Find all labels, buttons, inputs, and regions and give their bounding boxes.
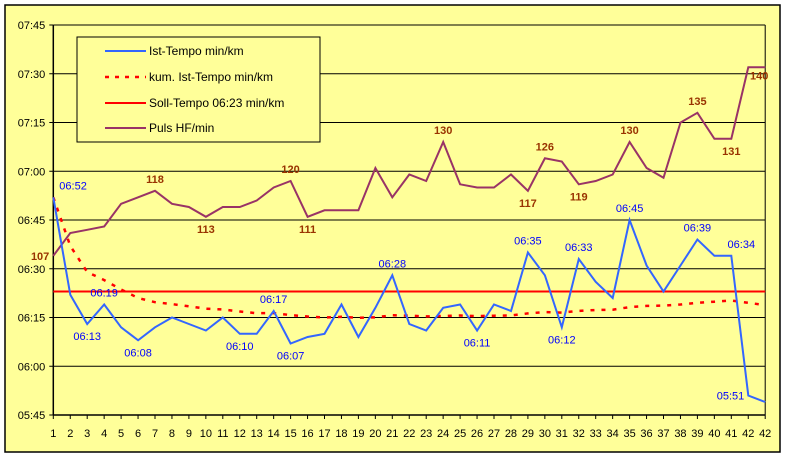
x-tick-label: 37 (657, 428, 669, 440)
tempo-data-label: 06:45 (616, 203, 644, 215)
x-tick-label: 29 (522, 428, 534, 440)
pulse-data-label: 140 (750, 70, 768, 82)
x-tick-label: 12 (234, 428, 246, 440)
tempo-data-label: 06:08 (124, 347, 152, 359)
tempo-data-label: 06:28 (379, 258, 407, 270)
x-tick-label: 26 (471, 428, 483, 440)
tempo-data-label: 05:51 (717, 391, 745, 403)
legend-label-cumulative: kum. Ist-Tempo min/km (149, 70, 273, 84)
x-tick-label: 25 (454, 428, 466, 440)
x-tick-label: 35 (623, 428, 635, 440)
x-tick-label: 36 (640, 428, 652, 440)
x-tick-label: 8 (169, 428, 175, 440)
y-tick-label: 06:15 (18, 313, 46, 325)
y-tick-label: 06:00 (18, 361, 46, 373)
pulse-data-label: 118 (146, 174, 164, 186)
pulse-data-label: 117 (519, 198, 537, 210)
x-tick-label: 4 (101, 428, 107, 440)
x-tick-label: 42 (742, 428, 754, 440)
pulse-data-label: 130 (434, 125, 452, 137)
y-tick-label: 07:00 (18, 166, 46, 178)
x-tick-label: 23 (420, 428, 432, 440)
tempo-data-label: 06:07 (277, 351, 305, 363)
tempo-data-label: 06:52 (59, 180, 87, 192)
x-tick-label: 19 (352, 428, 364, 440)
x-tick-label: 15 (284, 428, 296, 440)
x-tick-label: 22 (403, 428, 415, 440)
legend-label-tempo: Ist-Tempo min/km (149, 44, 244, 58)
x-tick-label: 10 (200, 428, 212, 440)
x-tick-label: 16 (301, 428, 313, 440)
x-tick-label: 13 (251, 428, 263, 440)
tempo-data-label: 06:19 (90, 288, 118, 300)
x-tick-label: 31 (556, 428, 568, 440)
x-tick-label: 2 (67, 428, 73, 440)
pulse-data-label: 130 (620, 125, 638, 137)
x-tick-label: 41 (725, 428, 737, 440)
y-tick-label: 07:45 (18, 20, 46, 32)
pulse-data-label: 126 (536, 141, 554, 153)
x-tick-label: 33 (590, 428, 602, 440)
tempo-data-label: 06:10 (226, 341, 254, 353)
x-tick-label: 7 (152, 428, 158, 440)
tempo-data-label: 06:34 (728, 239, 756, 251)
x-tick-label: 32 (573, 428, 585, 440)
y-tick-label: 06:45 (18, 215, 46, 227)
x-tick-label: 24 (437, 428, 449, 440)
pulse-data-label: 107 (31, 251, 49, 263)
x-tick-label: 11 (217, 428, 228, 440)
y-tick-label: 07:15 (18, 118, 46, 130)
x-tick-label: 34 (607, 428, 619, 440)
x-tick-label: 9 (186, 428, 192, 440)
x-tick-label: 20 (369, 428, 381, 440)
tempo-data-label: 06:12 (548, 334, 576, 346)
tempo-data-label: 06:13 (73, 331, 101, 343)
legend-label-target: Soll-Tempo 06:23 min/km (149, 96, 284, 110)
x-tick-label: 38 (674, 428, 686, 440)
legend: Ist-Tempo min/km kum. Ist-Tempo min/km S… (76, 36, 321, 143)
x-tick-label: 17 (318, 428, 330, 440)
x-tick-label: 6 (135, 428, 141, 440)
x-tick-label: 42 (759, 428, 771, 440)
pulse-data-label: 131 (722, 146, 740, 158)
x-tick-label: 28 (505, 428, 517, 440)
y-tick-label: 07:30 (18, 69, 46, 81)
x-tick-label: 5 (118, 428, 124, 440)
x-tick-label: 3 (84, 428, 90, 440)
tempo-data-label: 06:11 (464, 338, 491, 350)
tempo-data-label: 06:35 (514, 236, 542, 248)
x-tick-label: 18 (335, 428, 347, 440)
tempo-data-label: 06:17 (260, 294, 288, 306)
pulse-data-label: 113 (197, 224, 215, 236)
x-tick-label: 27 (488, 428, 500, 440)
pulse-data-label: 119 (570, 191, 588, 203)
y-tick-label: 06:30 (18, 264, 46, 276)
pulse-data-label: 135 (688, 96, 706, 108)
legend-box (76, 36, 321, 143)
x-tick-label: 1 (50, 428, 56, 440)
x-tick-label: 39 (691, 428, 703, 440)
x-tick-label: 14 (268, 428, 280, 440)
x-tick-label: 21 (386, 428, 398, 440)
tempo-data-label: 06:33 (565, 242, 593, 254)
x-tick-label: 30 (539, 428, 551, 440)
x-tick-label: 40 (708, 428, 720, 440)
pulse-data-label: 120 (281, 164, 299, 176)
y-tick-label: 05:45 (18, 410, 46, 422)
cumulative-pace-line (52, 196, 766, 320)
tempo-data-label: 06:39 (684, 223, 712, 235)
legend-label-pulse: Puls HF/min (149, 121, 214, 135)
pulse-data-label: 111 (299, 224, 316, 236)
